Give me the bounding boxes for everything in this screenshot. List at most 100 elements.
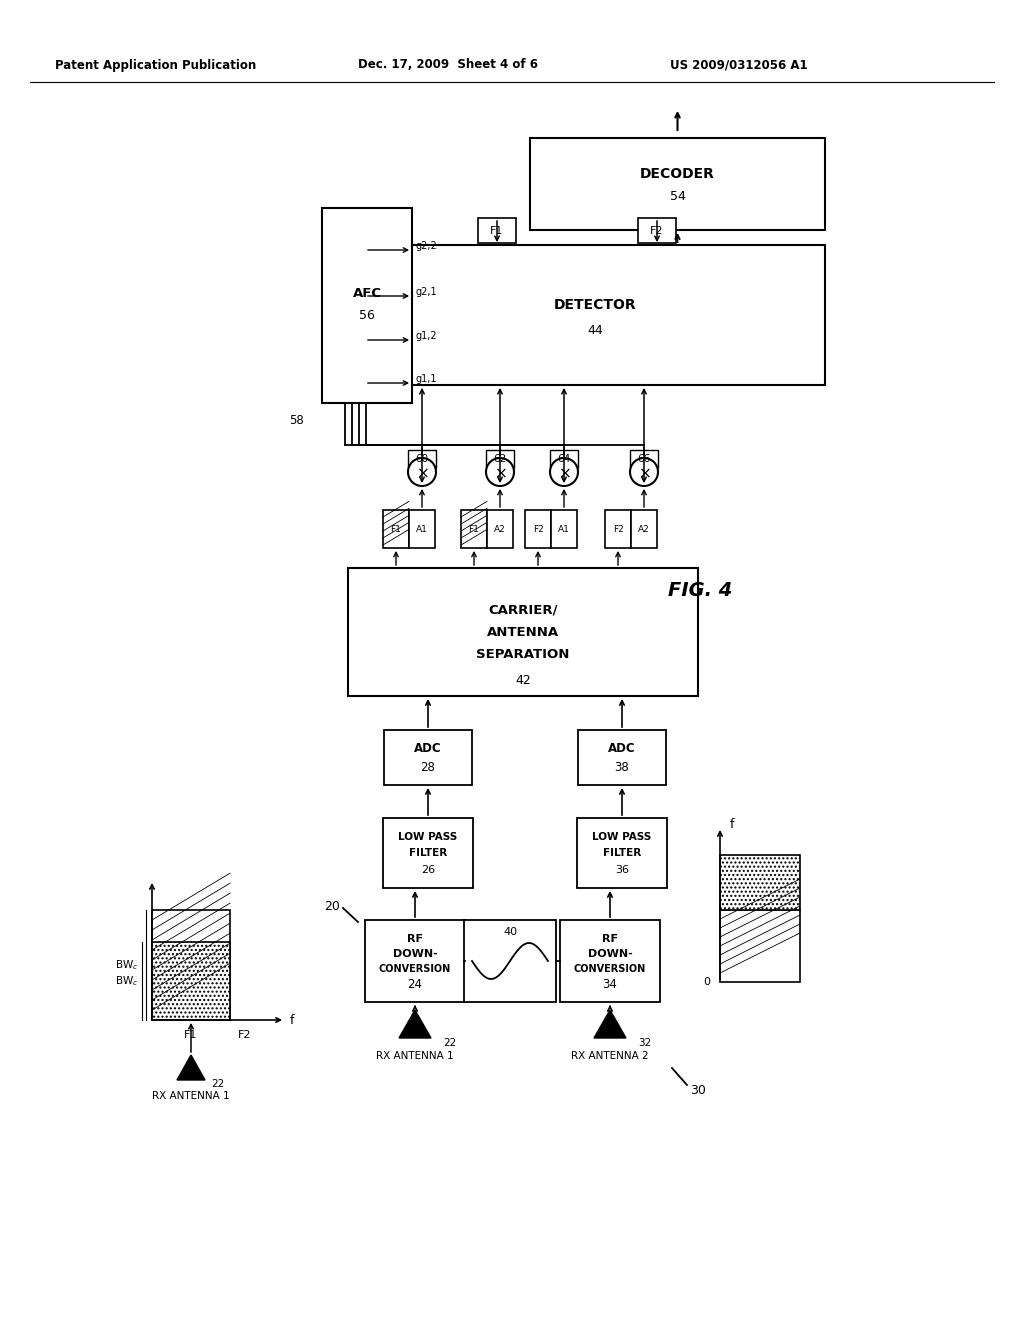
Bar <box>578 730 666 785</box>
Text: F2: F2 <box>532 524 544 533</box>
Text: ANTENNA: ANTENNA <box>487 626 559 639</box>
Text: SEPARATION: SEPARATION <box>476 648 569 660</box>
Text: Dec. 17, 2009  Sheet 4 of 6: Dec. 17, 2009 Sheet 4 of 6 <box>358 58 538 71</box>
Polygon shape <box>399 1010 431 1038</box>
Bar <box>720 855 800 909</box>
Bar <box>461 510 487 548</box>
Text: 28: 28 <box>421 762 435 774</box>
Text: 0: 0 <box>703 977 710 987</box>
Text: 64: 64 <box>557 454 570 465</box>
Bar <box>631 510 657 548</box>
Text: BW$_c$: BW$_c$ <box>115 974 138 987</box>
Text: 56: 56 <box>359 309 375 322</box>
Text: DETECTOR: DETECTOR <box>554 298 636 312</box>
Text: RF: RF <box>407 935 423 944</box>
Text: 44: 44 <box>587 323 603 337</box>
Text: 20: 20 <box>325 899 340 912</box>
Bar <box>486 450 514 469</box>
Text: 26: 26 <box>421 865 435 875</box>
Text: ADC: ADC <box>414 742 441 755</box>
Text: A1: A1 <box>416 524 428 533</box>
Text: 30: 30 <box>690 1084 706 1097</box>
Bar <box>408 450 436 469</box>
Bar <box>409 510 435 548</box>
Text: F1: F1 <box>184 1030 198 1040</box>
Polygon shape <box>177 1055 205 1080</box>
Bar <box>551 510 577 548</box>
Text: g1,1: g1,1 <box>416 374 437 384</box>
Bar <box>525 510 551 548</box>
Bar <box>487 510 513 548</box>
Text: US 2009/0312056 A1: US 2009/0312056 A1 <box>670 58 808 71</box>
Text: F1: F1 <box>390 524 401 533</box>
Bar <box>152 942 230 1020</box>
Bar <box>464 920 556 1002</box>
Text: F1: F1 <box>469 524 479 533</box>
Text: g2,2: g2,2 <box>416 242 437 251</box>
Text: A2: A2 <box>638 524 650 533</box>
Bar <box>605 510 631 548</box>
Bar <box>348 568 698 696</box>
Bar <box>365 246 825 385</box>
Text: CONVERSION: CONVERSION <box>573 964 646 974</box>
Text: LOW PASS: LOW PASS <box>398 832 458 842</box>
Text: 66: 66 <box>637 454 650 465</box>
Circle shape <box>486 458 514 486</box>
Text: FIG. 4: FIG. 4 <box>668 581 732 599</box>
Text: CARRIER/: CARRIER/ <box>488 603 558 616</box>
Bar <box>365 920 465 1002</box>
Text: $\times$: $\times$ <box>558 466 570 480</box>
Text: A1: A1 <box>558 524 570 533</box>
Bar <box>383 818 473 888</box>
Text: AFC: AFC <box>352 286 382 300</box>
Bar <box>530 139 825 230</box>
Text: 34: 34 <box>602 978 617 991</box>
Text: F1: F1 <box>490 226 504 235</box>
Text: $\times$: $\times$ <box>638 466 650 480</box>
Text: FILTER: FILTER <box>603 847 641 858</box>
Bar <box>630 450 658 469</box>
Text: DECODER: DECODER <box>640 168 715 181</box>
Text: 38: 38 <box>614 762 630 774</box>
Text: 60: 60 <box>416 454 429 465</box>
Text: DOWN-: DOWN- <box>392 949 437 960</box>
Text: RF: RF <box>602 935 618 944</box>
Text: 58: 58 <box>289 413 304 426</box>
Text: A2: A2 <box>495 524 506 533</box>
Text: f: f <box>290 1014 294 1027</box>
Text: Patent Application Publication: Patent Application Publication <box>55 58 256 71</box>
Bar <box>720 909 800 982</box>
Bar <box>478 218 516 243</box>
Text: ADC: ADC <box>608 742 636 755</box>
Text: 22: 22 <box>211 1078 224 1089</box>
Circle shape <box>630 458 658 486</box>
Text: BW$_c$: BW$_c$ <box>115 958 138 972</box>
Text: RX ANTENNA 1: RX ANTENNA 1 <box>153 1092 229 1101</box>
Text: 22: 22 <box>443 1038 457 1048</box>
Text: RX ANTENNA 2: RX ANTENNA 2 <box>571 1051 649 1061</box>
Text: 54: 54 <box>670 190 685 202</box>
Bar <box>384 730 472 785</box>
Text: 36: 36 <box>615 865 629 875</box>
Text: DOWN-: DOWN- <box>588 949 633 960</box>
Text: f: f <box>730 818 734 832</box>
Text: g2,1: g2,1 <box>416 286 437 297</box>
Bar <box>550 450 578 469</box>
Text: 40: 40 <box>503 927 517 937</box>
Bar <box>383 510 409 548</box>
Circle shape <box>408 458 436 486</box>
Text: LOW PASS: LOW PASS <box>592 832 651 842</box>
Text: F2: F2 <box>238 1030 252 1040</box>
Text: F2: F2 <box>612 524 624 533</box>
Text: 42: 42 <box>515 673 530 686</box>
Circle shape <box>550 458 578 486</box>
Bar <box>638 218 676 243</box>
Text: 24: 24 <box>408 978 423 991</box>
Text: CONVERSION: CONVERSION <box>379 964 452 974</box>
Text: F2: F2 <box>650 226 664 235</box>
Text: $\times$: $\times$ <box>494 466 506 480</box>
Text: RX ANTENNA 1: RX ANTENNA 1 <box>376 1051 454 1061</box>
Text: $\times$: $\times$ <box>416 466 428 480</box>
Text: g1,2: g1,2 <box>416 331 437 341</box>
Bar <box>322 209 412 403</box>
